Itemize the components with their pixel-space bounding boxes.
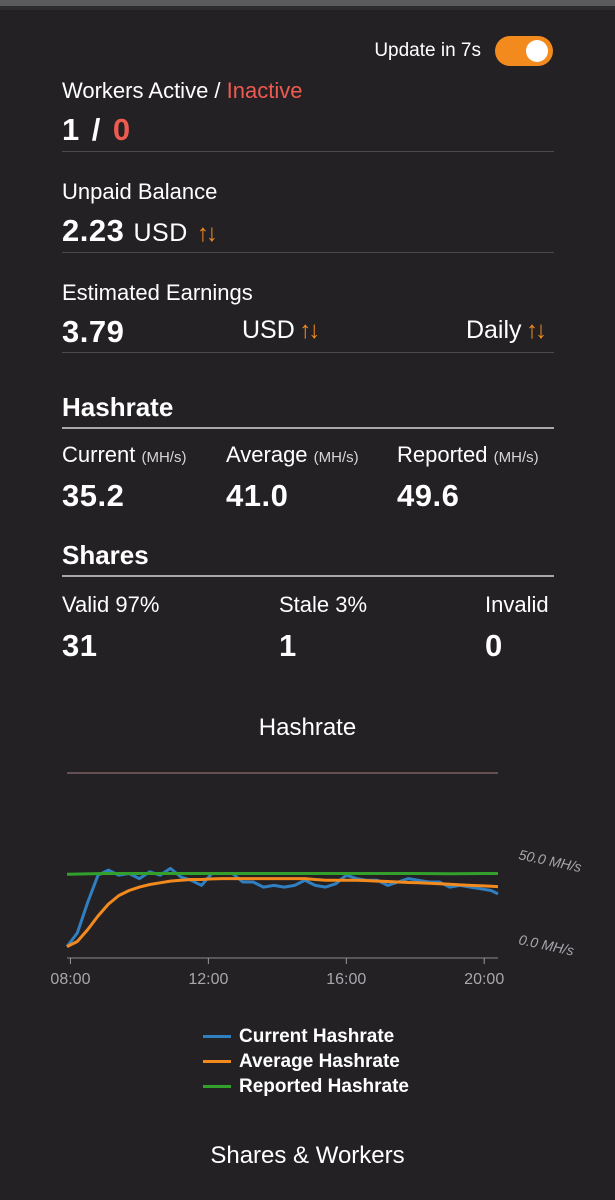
unpaid-balance-unit: USD <box>133 219 188 247</box>
hashrate-stats: Current (MH/s) 35.2 Average (MH/s) 41.0 … <box>62 442 554 522</box>
auto-update-control: Update in 7s <box>374 36 553 66</box>
divider <box>62 151 554 152</box>
legend-item[interactable]: Average Hashrate <box>203 1049 409 1074</box>
workers-inactive-label: Inactive <box>226 78 303 103</box>
x-tick-label: 08:00 <box>50 971 90 988</box>
sort-arrows-icon[interactable]: ↑↓ <box>299 317 320 344</box>
earnings-currency[interactable]: USD <box>242 316 295 344</box>
current-label: Current <box>62 442 136 467</box>
legend-label: Current Hashrate <box>239 1025 395 1047</box>
workers-active-count: 1 <box>62 112 80 147</box>
sort-arrows-icon[interactable]: ↑↓ <box>526 317 547 344</box>
unpaid-balance-section: Unpaid Balance 2.23 USD ↑↓ <box>62 179 554 249</box>
update-countdown: Update in 7s <box>374 40 481 61</box>
legend-swatch <box>203 1085 231 1088</box>
shares-invalid: Invalid 0 <box>485 592 549 664</box>
estimated-earnings-value: 3.79 <box>62 314 125 349</box>
reported-unit: (MH/s) <box>493 449 539 466</box>
legend-swatch <box>203 1035 231 1038</box>
unpaid-balance-value: 2.23 <box>62 213 125 248</box>
invalid-label: Invalid <box>485 592 549 617</box>
x-tick-label: 12:00 <box>188 971 228 988</box>
y-tick-label: 50.0 MH/s <box>517 846 583 875</box>
reported-label: Reported <box>397 442 488 467</box>
shares-heading-block: Shares <box>62 540 554 571</box>
invalid-value: 0 <box>485 628 503 663</box>
workers-separator: / <box>91 112 101 147</box>
top-bar <box>0 0 615 10</box>
chart-title: Hashrate <box>258 714 357 741</box>
earnings-period[interactable]: Daily <box>465 316 522 344</box>
legend-label: Average Hashrate <box>239 1050 400 1072</box>
legend-swatch <box>203 1060 231 1063</box>
estimated-earnings-section: Estimated Earnings 3.79 USD ↑↓ Daily ↑↓ <box>62 280 554 356</box>
hashrate-average: Average (MH/s) 41.0 <box>226 442 359 514</box>
chart-legend: Current Hashrate Average Hashrate Reported… <box>203 1024 409 1099</box>
average-unit: (MH/s) <box>313 449 359 466</box>
shares-valid: Valid 97% 31 <box>62 592 159 664</box>
x-tick-label: 16:00 <box>326 971 366 988</box>
current-hashrate-line <box>65 866 499 948</box>
reported-hashrate-line <box>66 872 498 876</box>
current-value: 35.2 <box>62 478 125 513</box>
valid-value: 31 <box>62 628 98 663</box>
shares-workers-title: Shares & Workers <box>210 1142 405 1169</box>
workers-inactive-count: 0 <box>112 112 131 147</box>
section-divider <box>62 427 554 429</box>
y-tick-label: 0.0 MH/s <box>517 931 575 958</box>
average-label: Average <box>226 442 308 467</box>
hashrate-current: Current (MH/s) 35.2 <box>62 442 186 514</box>
divider <box>62 352 554 353</box>
estimated-earnings-label: Estimated Earnings <box>62 280 253 305</box>
workers-label-separator: / <box>208 78 227 103</box>
average-hashrate-line <box>66 877 499 948</box>
stale-value: 1 <box>279 628 297 663</box>
reported-value: 49.6 <box>397 478 460 513</box>
divider <box>62 252 554 253</box>
workers-section: Workers Active / Inactive 1 / 0 <box>62 78 554 148</box>
sort-arrows-icon[interactable]: ↑↓ <box>196 220 218 247</box>
hashrate-chart: 08:00 12:00 16:00 20:00 50.0 MH/s 0.0 MH/s <box>50 772 583 988</box>
stale-label: Stale 3% <box>279 592 368 617</box>
legend-item[interactable]: Current Hashrate <box>203 1024 409 1049</box>
x-tick-label: 20:00 <box>464 971 504 988</box>
hashrate-heading: Hashrate <box>62 392 174 422</box>
shares-stats: Valid 97% 31 Stale 3% 1 Invalid 0 <box>62 592 554 664</box>
section-divider <box>62 575 554 577</box>
legend-item[interactable]: Reported Hashrate <box>203 1074 409 1099</box>
current-unit: (MH/s) <box>141 449 187 466</box>
toggle-knob <box>526 40 548 62</box>
workers-active-label: Workers Active <box>62 78 209 103</box>
unpaid-balance-label: Unpaid Balance <box>62 179 218 204</box>
shares-stale: Stale 3% 1 <box>279 592 367 664</box>
valid-label: Valid 97% <box>62 592 160 617</box>
shares-heading: Shares <box>62 540 149 570</box>
auto-update-toggle[interactable] <box>495 36 553 66</box>
legend-label: Reported Hashrate <box>239 1075 409 1097</box>
average-value: 41.0 <box>226 478 289 513</box>
hashrate-heading-block: Hashrate <box>62 392 554 423</box>
hashrate-reported: Reported (MH/s) 49.6 <box>397 442 539 514</box>
